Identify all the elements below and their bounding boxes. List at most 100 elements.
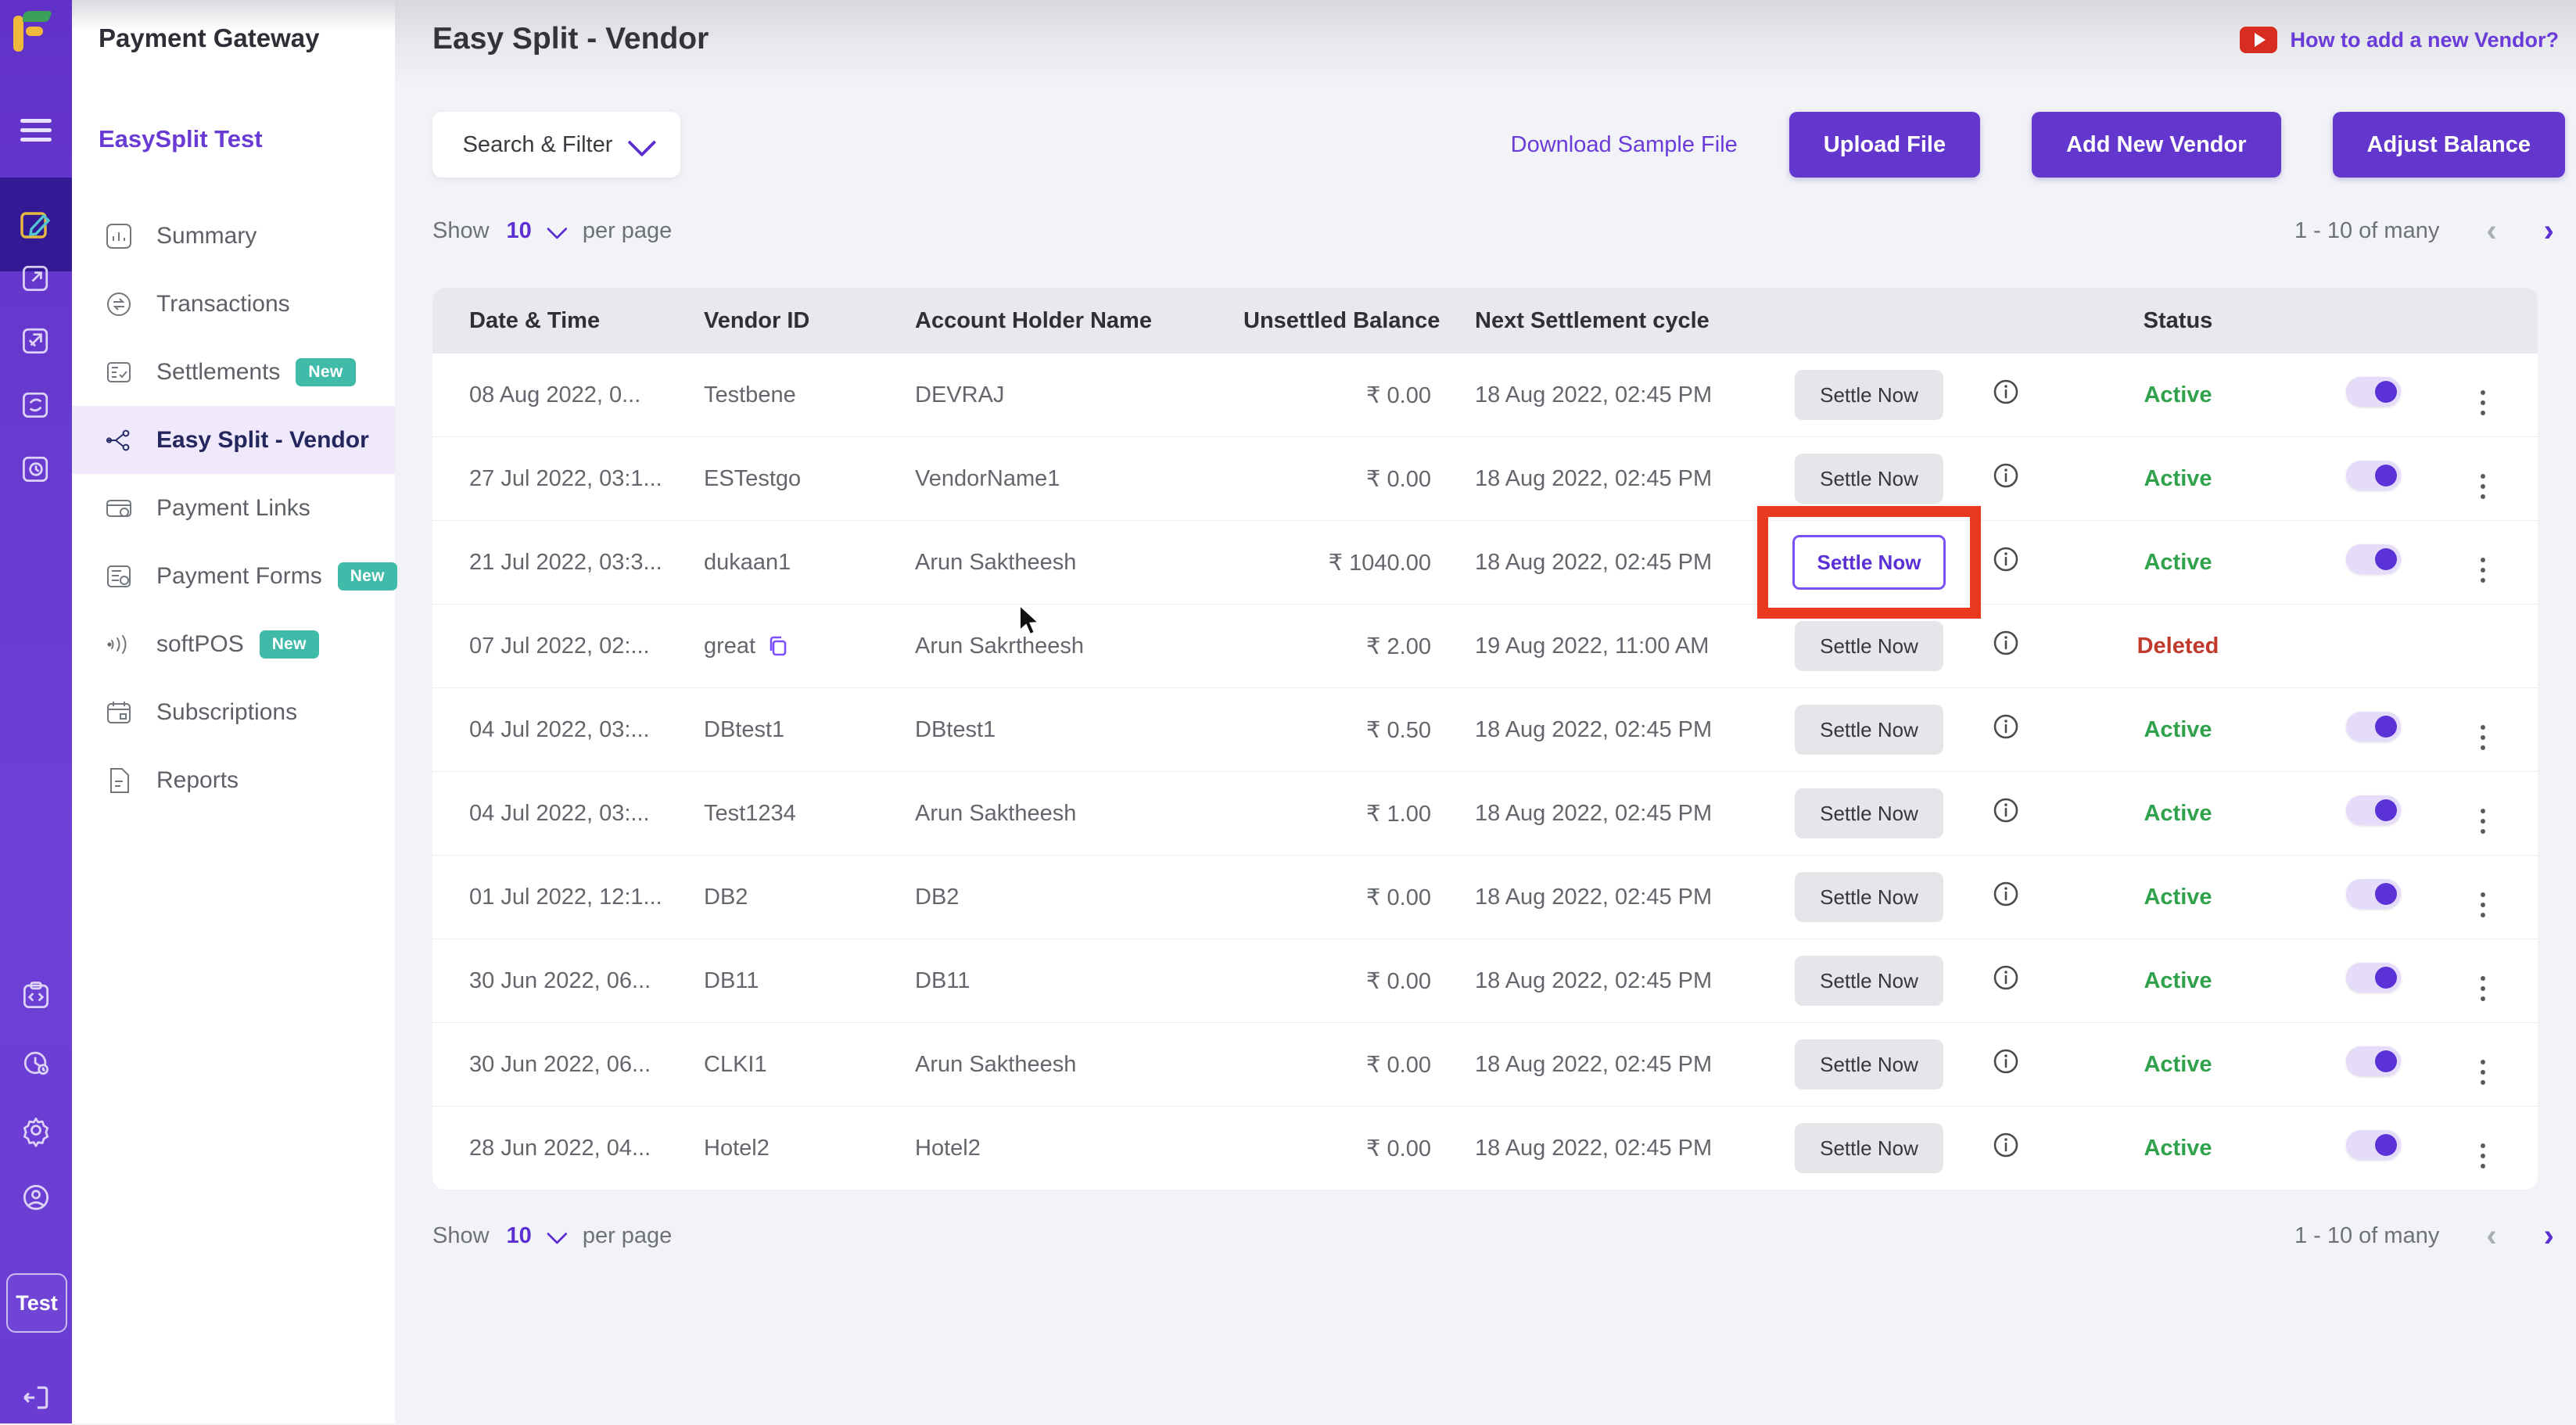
- new-badge: New: [259, 630, 319, 659]
- settle-now-button[interactable]: Settle Now: [1795, 872, 1943, 922]
- info-icon[interactable]: [1992, 461, 2020, 490]
- per-page-label: per page: [582, 1222, 673, 1248]
- status-badge: Active: [2144, 1135, 2212, 1161]
- prev-page-button[interactable]: ‹: [2486, 1219, 2497, 1253]
- settle-now-button[interactable]: Settle Now: [1795, 1039, 1943, 1089]
- info-icon[interactable]: [1992, 1131, 2020, 1159]
- next-page-button[interactable]: ›: [2543, 1219, 2554, 1253]
- status-toggle[interactable]: [2346, 963, 2401, 992]
- sidebar-item-easy-split-vendor[interactable]: Easy Split - Vendor: [72, 406, 395, 474]
- cell-date-time: 30 Jun 2022, 06...: [469, 967, 651, 993]
- cell-unsettled-balance: ₹ 0.00: [1366, 382, 1431, 408]
- sidebar-item-payment-links[interactable]: Payment Links: [72, 474, 395, 542]
- settle-now-button[interactable]: Settle Now: [1795, 956, 1943, 1006]
- status-toggle[interactable]: [2346, 461, 2401, 490]
- cell-date-time: 30 Jun 2022, 06...: [469, 1051, 651, 1077]
- prev-page-button[interactable]: ‹: [2486, 214, 2497, 248]
- search-filter-button[interactable]: Search & Filter: [432, 112, 680, 178]
- account-profile-icon[interactable]: [0, 1170, 72, 1225]
- rail-item-history-icon[interactable]: [0, 1036, 72, 1090]
- settle-now-button[interactable]: Settle Now: [1792, 535, 1946, 590]
- col-next-settlement: Next Settlement cycle: [1475, 307, 1710, 333]
- help-video-link[interactable]: How to add a new Vendor?: [2240, 27, 2559, 53]
- rail-item-developers-icon[interactable]: [0, 968, 72, 1023]
- settle-now-button[interactable]: Settle Now: [1795, 454, 1943, 504]
- status-toggle[interactable]: [2346, 795, 2401, 825]
- cell-settle: Settle Now: [1775, 788, 1963, 838]
- sidebar-item-subscriptions[interactable]: Subscriptions: [72, 678, 395, 746]
- cell-info: [1963, 1047, 2049, 1082]
- sidebar-item-settlements[interactable]: Settlements New: [72, 338, 395, 406]
- per-page-label: per page: [582, 217, 673, 243]
- settings-gear-icon[interactable]: [0, 1103, 72, 1158]
- page-title: Easy Split - Vendor: [432, 22, 709, 56]
- sidebar-item-softpos[interactable]: softPOS New: [72, 610, 395, 678]
- rail-item-links-icon[interactable]: [0, 313, 72, 368]
- next-page-button[interactable]: ›: [2543, 214, 2554, 248]
- sidebar-item-reports[interactable]: Reports: [72, 746, 395, 814]
- status-toggle[interactable]: [2346, 544, 2401, 574]
- cell-info: [1963, 964, 2049, 998]
- info-icon[interactable]: [1992, 796, 2020, 824]
- cell-date-time: 21 Jul 2022, 03:3...: [469, 549, 662, 575]
- merchant-account-name[interactable]: EasySplit Test: [99, 125, 263, 153]
- brand-logo-icon[interactable]: [10, 8, 54, 55]
- menu-toggle-icon[interactable]: [20, 119, 52, 145]
- sidebar-menu: Summary Transactions Settlements New Eas…: [72, 202, 397, 814]
- page-size-select[interactable]: 10: [506, 217, 532, 243]
- row-menu-button[interactable]: [2481, 808, 2485, 834]
- status-toggle[interactable]: [2346, 1130, 2401, 1160]
- info-icon[interactable]: [1992, 545, 2020, 573]
- status-toggle[interactable]: [2346, 712, 2401, 741]
- page-size-select[interactable]: 10: [506, 1222, 532, 1248]
- add-new-vendor-button[interactable]: Add New Vendor: [2032, 112, 2281, 178]
- upload-file-button[interactable]: Upload File: [1788, 112, 1981, 178]
- row-menu-button[interactable]: [2481, 1059, 2485, 1085]
- info-icon[interactable]: [1992, 964, 2020, 992]
- pagination-range: 1 - 10 of many: [2294, 217, 2440, 243]
- chevron-down-icon[interactable]: [546, 1222, 568, 1244]
- cell-unsettled-balance: ₹ 2.00: [1366, 634, 1431, 659]
- info-icon[interactable]: [1992, 1047, 2020, 1075]
- row-menu-button[interactable]: [2481, 975, 2485, 1001]
- row-menu-button[interactable]: [2481, 892, 2485, 917]
- info-icon[interactable]: [1992, 378, 2020, 406]
- cell-vendor-id: Hotel2: [704, 1135, 770, 1161]
- rail-item-refund-icon[interactable]: [0, 377, 72, 432]
- row-menu-button[interactable]: [2481, 724, 2485, 750]
- cell-toggle: [2307, 1046, 2440, 1082]
- row-menu-button[interactable]: [2481, 557, 2485, 583]
- row-menu-button[interactable]: [2481, 473, 2485, 499]
- status-toggle[interactable]: [2346, 377, 2401, 407]
- row-menu-button[interactable]: [2481, 389, 2485, 415]
- settle-now-button[interactable]: Settle Now: [1795, 370, 1943, 420]
- download-sample-link[interactable]: Download Sample File: [1510, 131, 1738, 157]
- sidebar-item-transactions[interactable]: Transactions: [72, 270, 395, 338]
- row-menu-button[interactable]: [2481, 1143, 2485, 1168]
- test-mode-badge[interactable]: Test: [6, 1273, 67, 1333]
- info-icon[interactable]: [1992, 629, 2020, 657]
- info-icon[interactable]: [1992, 880, 2020, 908]
- adjust-balance-button[interactable]: Adjust Balance: [2332, 112, 2565, 178]
- cell-actions: [2440, 878, 2526, 917]
- sidebar-item-summary[interactable]: Summary: [72, 202, 395, 270]
- info-icon[interactable]: [1992, 712, 2020, 741]
- logout-icon[interactable]: [0, 1370, 72, 1425]
- col-status: Status: [2143, 307, 2213, 333]
- copy-icon[interactable]: [766, 634, 790, 658]
- settle-now-button[interactable]: Settle Now: [1795, 621, 1943, 671]
- settle-now-button[interactable]: Settle Now: [1795, 788, 1943, 838]
- table-row: 27 Jul 2022, 03:1... ESTestgo VendorName…: [432, 437, 2538, 521]
- rail-item-payments-active[interactable]: [0, 178, 72, 271]
- status-toggle[interactable]: [2346, 1046, 2401, 1076]
- cell-date-time: 04 Jul 2022, 03:...: [469, 716, 650, 742]
- status-toggle[interactable]: [2346, 879, 2401, 909]
- settle-now-button[interactable]: Settle Now: [1795, 1123, 1943, 1173]
- chevron-down-icon[interactable]: [546, 217, 568, 239]
- sidebar-item-payment-forms[interactable]: Payment Forms New: [72, 542, 397, 610]
- settle-now-button[interactable]: Settle Now: [1795, 705, 1943, 755]
- rail-item-autocollect-icon[interactable]: [0, 441, 72, 496]
- cell-vendor-id: DBtest1: [704, 716, 785, 742]
- rail-item-payout-icon[interactable]: [0, 250, 72, 305]
- cell-next-settlement: 18 Aug 2022, 02:45 PM: [1475, 800, 1713, 826]
